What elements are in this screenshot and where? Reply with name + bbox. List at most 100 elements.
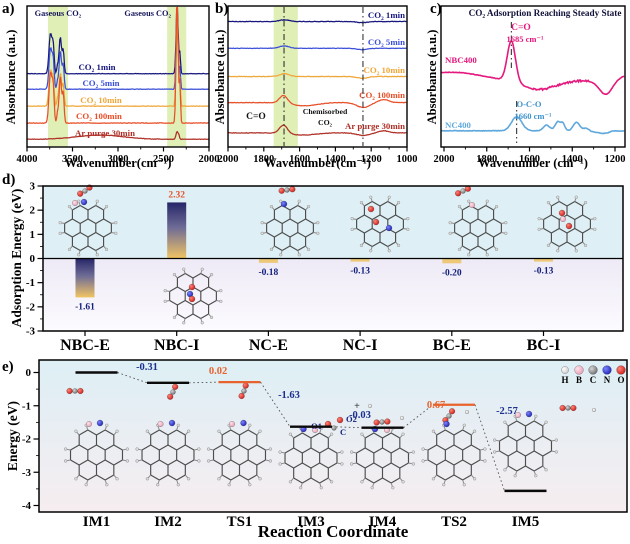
bar-value-label: -0.18 bbox=[259, 268, 279, 278]
bond bbox=[96, 429, 106, 436]
legend-H-atom bbox=[561, 366, 569, 374]
x-tick-label: 1400 bbox=[562, 154, 583, 165]
c-atom bbox=[460, 188, 466, 194]
b-atom bbox=[85, 420, 93, 428]
h-atom bbox=[268, 459, 273, 463]
bond bbox=[113, 459, 123, 466]
h-atom bbox=[513, 474, 517, 478]
bond bbox=[141, 444, 151, 451]
h-atom bbox=[219, 299, 223, 304]
bar-value-label: 2.32 bbox=[168, 190, 185, 200]
bond bbox=[533, 450, 544, 457]
bond bbox=[445, 444, 455, 451]
bond bbox=[364, 462, 375, 469]
c-atom bbox=[284, 187, 290, 193]
bond bbox=[256, 459, 266, 466]
bond bbox=[566, 241, 576, 247]
n-atom bbox=[96, 419, 104, 427]
h-atom bbox=[63, 447, 68, 451]
h-atom bbox=[421, 447, 425, 451]
o-atom bbox=[188, 295, 196, 303]
h-atom bbox=[431, 429, 436, 433]
bond bbox=[87, 444, 97, 451]
plus-sign: + bbox=[354, 401, 360, 412]
category-label: NBC-E bbox=[60, 337, 110, 354]
trace-label: CO₂ 100min bbox=[359, 90, 405, 100]
bond bbox=[364, 447, 375, 454]
h-atom bbox=[401, 480, 405, 484]
bond bbox=[558, 228, 568, 234]
bond bbox=[185, 444, 195, 451]
panel-d-ylabel: Adsorption Energy (eV) bbox=[9, 188, 24, 328]
h-atom bbox=[248, 483, 252, 487]
y-tick-label: -1 bbox=[22, 400, 31, 412]
o-atom bbox=[66, 387, 73, 395]
bar-BC-I bbox=[534, 258, 553, 262]
h-atom bbox=[593, 227, 597, 232]
bond bbox=[184, 313, 194, 319]
bond bbox=[454, 218, 463, 224]
bond bbox=[176, 459, 186, 466]
y-tick-label: -4 bbox=[22, 500, 32, 512]
y-tick-label: -3 bbox=[22, 467, 32, 479]
step-energy-label: 0.02 bbox=[209, 366, 227, 377]
h-atom bbox=[387, 249, 391, 253]
h-atom bbox=[534, 414, 538, 418]
bond bbox=[266, 218, 275, 224]
b-atom bbox=[71, 199, 79, 207]
bond bbox=[200, 286, 209, 292]
bar-value-label: -1.61 bbox=[75, 302, 95, 312]
bond bbox=[150, 429, 160, 436]
legend-C-atom bbox=[588, 365, 598, 375]
o-atom bbox=[384, 418, 391, 425]
bar-value-label: -0.20 bbox=[442, 268, 462, 278]
h-atom bbox=[104, 247, 109, 252]
h-atom bbox=[396, 200, 401, 205]
bond bbox=[302, 447, 312, 454]
bar-value-label: -0.13 bbox=[534, 267, 554, 277]
bond bbox=[310, 432, 320, 439]
panel-c-ylabel: Absorbance (a.u.) bbox=[425, 29, 439, 125]
bond bbox=[453, 459, 463, 466]
bond bbox=[305, 232, 314, 238]
h-atom bbox=[350, 216, 354, 221]
bond bbox=[516, 450, 526, 457]
h-atom bbox=[163, 288, 167, 293]
h-atom bbox=[472, 477, 477, 481]
co2-molecule bbox=[278, 186, 296, 194]
bond bbox=[159, 459, 169, 466]
connector bbox=[188, 381, 219, 384]
h-atom bbox=[360, 432, 364, 436]
bond bbox=[297, 205, 306, 211]
h-atom bbox=[504, 220, 508, 225]
bond bbox=[471, 444, 481, 451]
h-atom bbox=[494, 247, 499, 252]
b-atom bbox=[228, 420, 236, 428]
h-atom bbox=[360, 480, 364, 484]
bg-gradient bbox=[39, 360, 627, 512]
bond bbox=[167, 444, 177, 451]
trace-label: CO₂ 10min bbox=[364, 65, 406, 75]
h-atom bbox=[485, 199, 489, 203]
bond bbox=[525, 450, 535, 457]
y-tick-label: 1 bbox=[30, 229, 36, 241]
bond bbox=[436, 444, 446, 451]
h-atom bbox=[406, 227, 410, 232]
x-tick-label: 1200 bbox=[361, 154, 382, 165]
h-atom bbox=[483, 447, 487, 451]
o-atom bbox=[289, 186, 296, 193]
y-tick-label: -2 bbox=[22, 434, 32, 446]
bond bbox=[525, 435, 535, 442]
bond bbox=[78, 444, 89, 451]
bond bbox=[185, 459, 195, 466]
h-atom bbox=[217, 477, 221, 481]
h-atom bbox=[494, 204, 499, 209]
bond bbox=[399, 462, 409, 469]
h-atom bbox=[556, 249, 560, 253]
h-atom bbox=[279, 253, 283, 257]
h-atom bbox=[544, 468, 548, 472]
h-atom bbox=[125, 447, 130, 451]
h-atom bbox=[58, 220, 62, 225]
h-atom bbox=[176, 423, 180, 427]
